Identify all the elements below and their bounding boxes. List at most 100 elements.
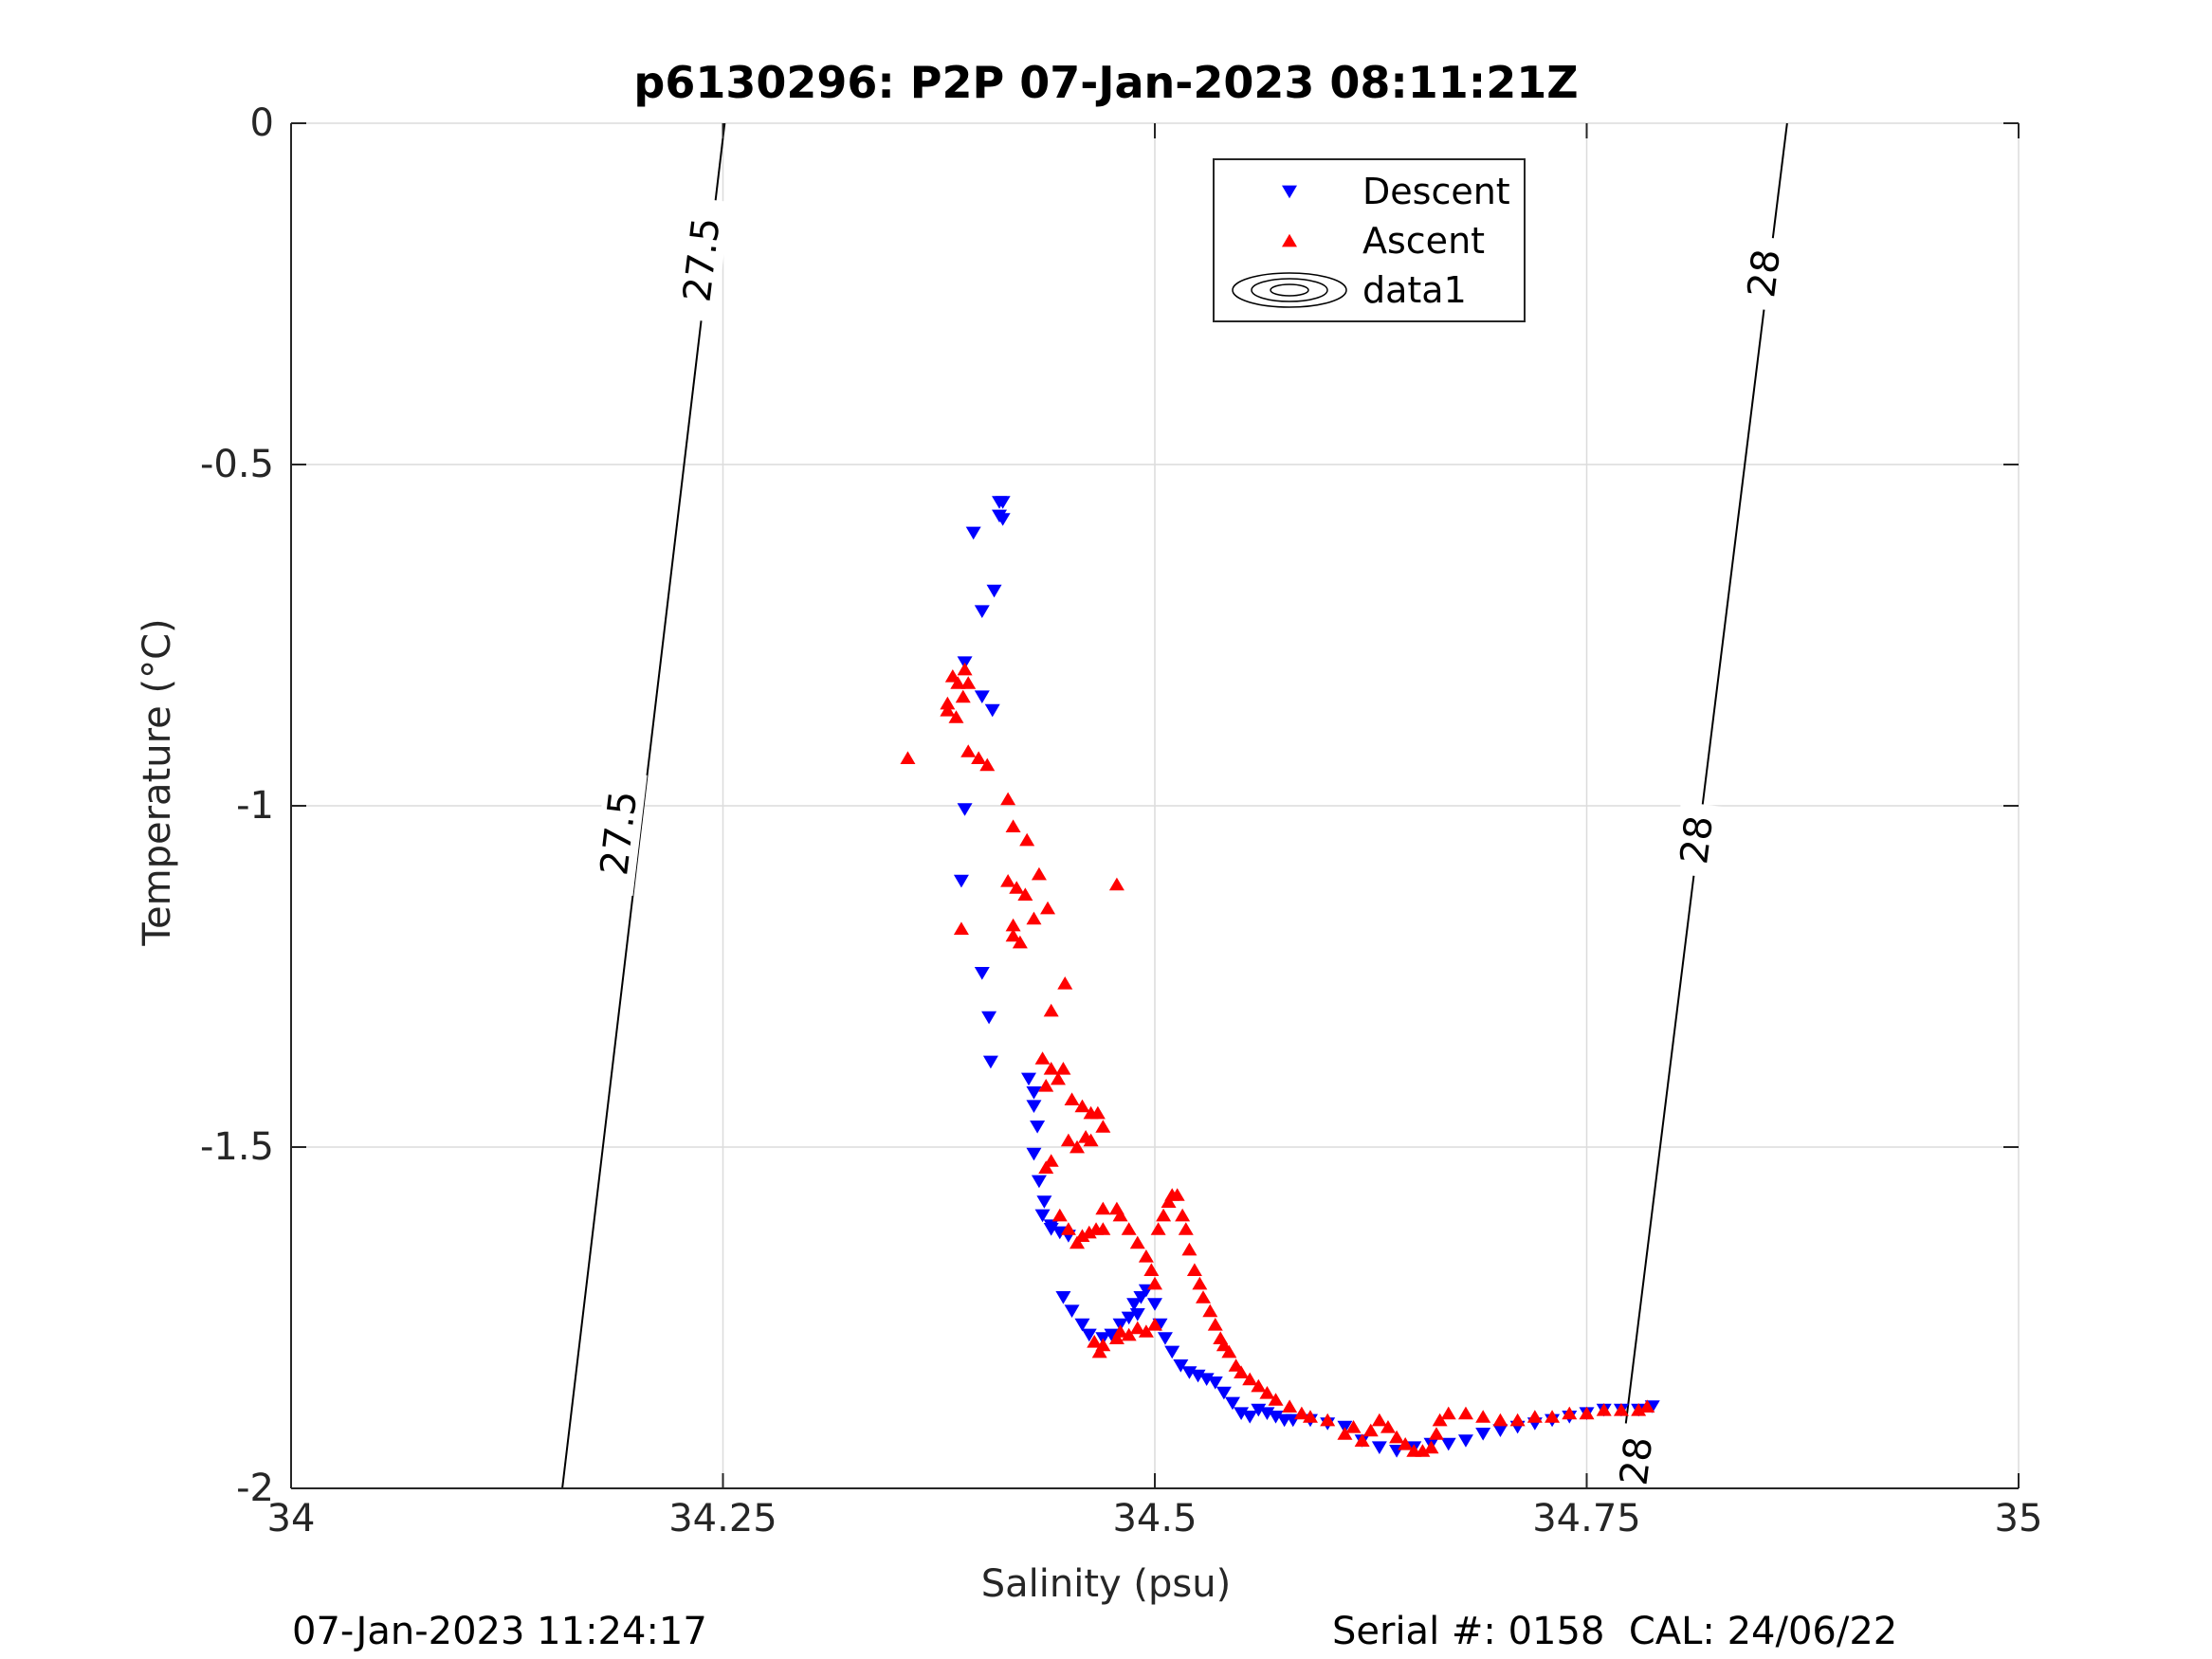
descent-point — [1026, 1147, 1042, 1161]
ascent-point — [1509, 1413, 1526, 1427]
ascent-point — [1129, 1235, 1145, 1249]
x-tick-label: 35 — [1995, 1497, 2043, 1540]
density-contours: 27.5 27.5 28 28 28 — [561, 123, 1790, 1488]
ascent-point — [1545, 1410, 1561, 1423]
y-tick-label: 0 — [250, 101, 274, 145]
ascent-point — [1293, 1406, 1309, 1420]
ascent-point — [1147, 1318, 1162, 1331]
ascent-point — [1320, 1413, 1336, 1427]
descent-point — [1207, 1376, 1223, 1390]
ascent-point — [1259, 1386, 1275, 1399]
descent-point — [1051, 1226, 1068, 1240]
ascent-point — [1631, 1403, 1647, 1416]
ascent-point — [1005, 928, 1021, 942]
ascent-point — [1345, 1420, 1362, 1433]
ascent-point — [1362, 1423, 1379, 1437]
contour-label: 28 — [1740, 246, 1789, 300]
ascent-point — [950, 676, 966, 689]
ascent-point — [1207, 1318, 1223, 1331]
ascent-point — [955, 689, 971, 703]
ascent-point — [1034, 1051, 1051, 1065]
ascent-point — [1150, 1222, 1166, 1235]
ascent-point — [1000, 792, 1016, 806]
descent-point — [995, 496, 1011, 509]
ascent-point — [1156, 1208, 1172, 1222]
descent-point — [1036, 1195, 1052, 1209]
descent-point — [1371, 1441, 1387, 1454]
ascent-point — [1043, 1003, 1059, 1017]
ascent-point — [1019, 832, 1035, 847]
ascent-point — [953, 921, 969, 935]
ascent-point — [948, 710, 964, 723]
descent-point — [1190, 1369, 1206, 1383]
ascent-point — [1074, 1099, 1090, 1113]
legend-label: Descent — [1362, 171, 1510, 212]
legend-ascent-marker — [1282, 233, 1297, 247]
ascent-point — [1069, 1235, 1086, 1249]
descent-point — [1055, 1291, 1071, 1304]
ascent-point — [1178, 1222, 1194, 1235]
contour-label-gap — [1611, 1422, 1662, 1488]
ascent-point — [1009, 881, 1025, 894]
ascent-point — [1055, 1062, 1071, 1075]
descent-point — [1147, 1298, 1162, 1311]
ascent-point — [1038, 1079, 1054, 1092]
descent-point — [1064, 1304, 1080, 1318]
descent-point — [1104, 1328, 1120, 1342]
descent-point — [1234, 1407, 1250, 1420]
ascent-point — [1596, 1403, 1612, 1416]
ascent-point — [1095, 1201, 1111, 1215]
ascent-point — [1192, 1276, 1208, 1290]
ascent-point — [1069, 1139, 1086, 1154]
y-tick-label: -1 — [236, 784, 274, 828]
contour-label: 28 — [1673, 813, 1722, 866]
ascent-point — [1087, 1335, 1103, 1348]
contour-label-gap — [1672, 801, 1723, 879]
descent-point — [1034, 1209, 1051, 1223]
descent-point — [1081, 1328, 1097, 1342]
legend-descent-marker — [1282, 185, 1297, 199]
ascent-point — [1026, 911, 1042, 925]
ascent-point — [1121, 1327, 1137, 1341]
descent-point — [1020, 1072, 1036, 1086]
descent-point — [982, 1055, 998, 1069]
x-axis-label: Salinity (psu) — [980, 1562, 1232, 1606]
ascent-point — [1091, 1344, 1107, 1358]
ascent-point — [1202, 1304, 1218, 1318]
ascent-point — [1169, 1188, 1185, 1201]
descent-point — [974, 690, 990, 703]
legend-box — [1213, 158, 1526, 322]
ascent-point — [1475, 1410, 1491, 1423]
data-points — [900, 496, 1660, 1458]
descent-point — [1031, 1175, 1047, 1189]
descent-point — [1026, 1086, 1042, 1100]
descent-point — [957, 803, 973, 816]
ascent-point — [1089, 1105, 1106, 1120]
descent-point — [1242, 1411, 1258, 1424]
legend-label: Ascent — [1362, 220, 1485, 262]
descent-point — [1121, 1311, 1137, 1325]
ascent-point — [1186, 1263, 1202, 1276]
ascent-point — [1428, 1427, 1444, 1440]
ascent-point — [1161, 1194, 1177, 1208]
legend-label: data1 — [1362, 269, 1467, 311]
ascent-point — [1268, 1393, 1284, 1406]
descent-point — [1251, 1403, 1267, 1417]
ascent-point — [1221, 1344, 1237, 1358]
ascent-point — [1060, 1222, 1076, 1235]
y-tick-label: -2 — [236, 1467, 274, 1510]
ascent-point — [1492, 1413, 1508, 1427]
legend: Descent Ascent data1 — [1213, 158, 1526, 322]
ascent-point — [1081, 1225, 1097, 1239]
ascent-point — [1440, 1406, 1456, 1420]
ascent-point — [1302, 1410, 1318, 1423]
ascent-point — [1143, 1263, 1160, 1276]
ascent-point — [1051, 1208, 1068, 1222]
ascent-point — [1108, 1331, 1124, 1344]
descent-point — [1224, 1396, 1240, 1411]
ascent-point — [900, 751, 916, 764]
descent-point — [974, 967, 990, 980]
descent-point — [953, 874, 969, 888]
ascent-point — [1526, 1410, 1543, 1423]
